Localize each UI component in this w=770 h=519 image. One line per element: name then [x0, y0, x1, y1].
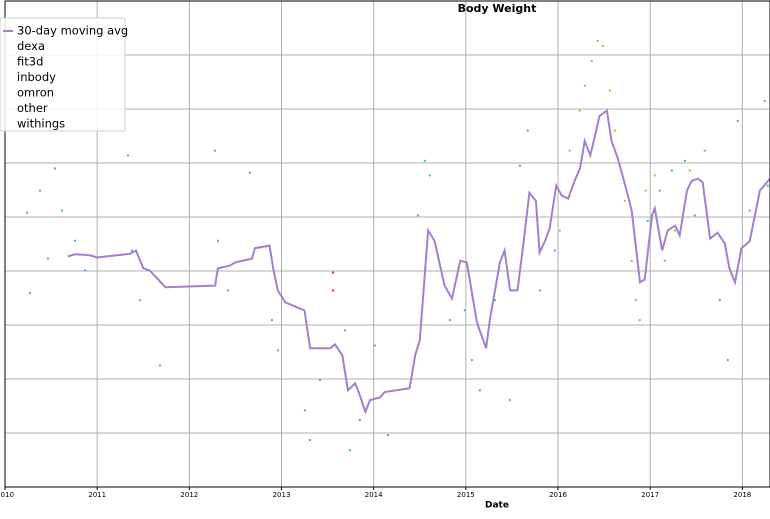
data-point	[73, 239, 76, 242]
data-point	[318, 379, 321, 382]
data-point	[60, 209, 63, 212]
data-point	[248, 171, 251, 174]
data-point	[748, 209, 751, 212]
data-point	[478, 389, 481, 392]
data-point	[658, 189, 661, 192]
data-point	[634, 299, 637, 302]
data-point	[763, 99, 766, 102]
data-point	[303, 409, 306, 412]
data-point	[332, 271, 335, 274]
x-tick-label: 2014	[365, 491, 383, 499]
data-point	[630, 259, 633, 262]
moving-average-line	[67, 108, 770, 415]
legend-label: omron	[17, 86, 54, 100]
data-point	[470, 359, 473, 362]
legend-label: withings	[17, 117, 65, 131]
data-point	[358, 419, 361, 422]
x-tick-label: 2012	[180, 491, 198, 499]
x-tick-label: 2015	[457, 491, 475, 499]
data-point	[653, 174, 656, 177]
data-point	[416, 214, 419, 217]
x-tick-label: 2010	[0, 491, 14, 499]
data-point	[644, 189, 647, 192]
plot-area	[26, 39, 770, 452]
data-point	[613, 129, 616, 132]
data-point	[448, 319, 451, 322]
data-point	[683, 159, 686, 162]
data-point	[130, 249, 133, 252]
data-point	[663, 259, 666, 262]
legend-label: fit3d	[17, 55, 43, 69]
legend-label: dexa	[17, 39, 45, 53]
data-point	[670, 169, 673, 172]
axes-frame	[4, 0, 770, 488]
legend-label: inbody	[17, 70, 56, 84]
data-point	[386, 434, 389, 437]
data-point	[438, 264, 441, 267]
data-point	[216, 239, 219, 242]
legend-label: other	[17, 101, 48, 115]
data-point	[578, 109, 581, 112]
data-point	[673, 229, 676, 232]
data-point	[518, 164, 521, 167]
data-point	[703, 149, 706, 152]
data-point	[726, 359, 729, 362]
x-tick-label: 2017	[641, 491, 659, 499]
x-tick-label: 2018	[733, 491, 751, 499]
data-point	[26, 211, 29, 214]
data-point	[688, 169, 691, 172]
data-point	[590, 59, 593, 62]
data-point	[766, 184, 769, 187]
data-point	[270, 319, 273, 322]
data-point	[623, 199, 626, 202]
x-axis-label: Date	[485, 501, 509, 511]
data-point	[508, 399, 511, 402]
data-point	[718, 299, 721, 302]
data-point	[53, 167, 56, 170]
data-point	[526, 129, 529, 132]
data-point	[423, 159, 426, 162]
data-point	[538, 289, 541, 292]
data-point	[608, 89, 611, 92]
data-point	[373, 344, 376, 347]
chart-title: Body Weight	[458, 2, 537, 15]
data-point	[138, 299, 141, 302]
data-point	[84, 269, 87, 272]
data-point	[428, 174, 431, 177]
legend-label: 30-day moving avg	[17, 24, 128, 38]
legend-box	[0, 17, 126, 132]
x-tick-label: 2013	[273, 491, 291, 499]
x-tick-label: 2011	[88, 491, 106, 499]
data-point	[28, 292, 31, 295]
data-point	[583, 84, 586, 87]
data-point	[553, 249, 556, 252]
data-point	[126, 154, 129, 157]
data-point	[276, 349, 279, 352]
data-point	[736, 119, 739, 122]
data-point	[601, 44, 604, 47]
data-point	[638, 319, 641, 322]
data-point	[332, 289, 335, 292]
data-point	[568, 149, 571, 152]
data-point	[693, 214, 696, 217]
data-point	[343, 329, 346, 332]
data-point	[463, 309, 466, 312]
data-point	[158, 364, 161, 367]
data-point	[308, 439, 311, 442]
data-point	[558, 229, 561, 232]
data-point	[39, 189, 42, 192]
data-point	[348, 449, 351, 452]
data-point	[646, 219, 649, 222]
x-tick-label: 2016	[549, 491, 567, 499]
data-point	[596, 39, 599, 42]
data-point	[213, 149, 216, 152]
data-point	[493, 299, 496, 302]
data-point	[226, 289, 229, 292]
grid	[4, 1, 770, 487]
data-point	[46, 257, 49, 260]
